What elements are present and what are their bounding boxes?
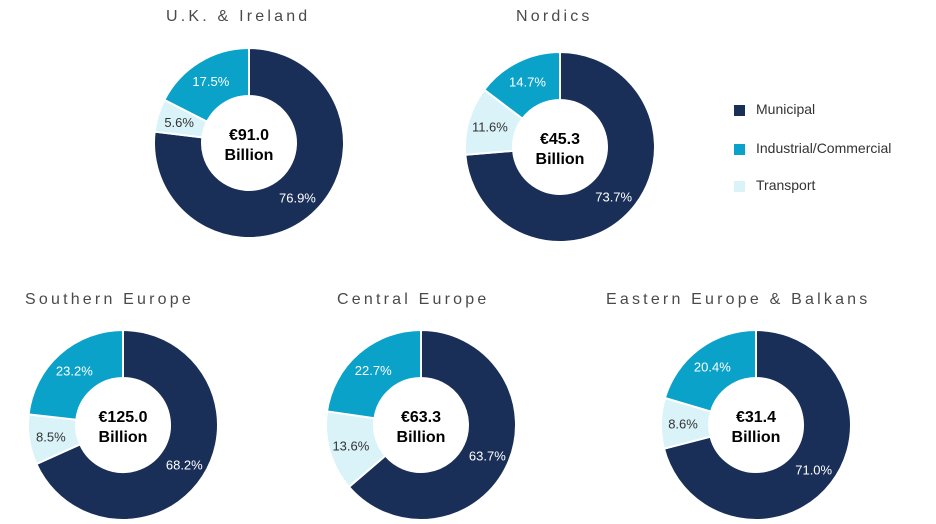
- chart-title-nordics: Nordics: [516, 8, 593, 25]
- slice-label-nordics-transport: 11.6%: [472, 120, 508, 135]
- center-unit-southern-europe: Billion: [99, 429, 148, 446]
- legend-label-transport: Transport: [756, 177, 816, 193]
- slice-central-europe-municipal: [347, 328, 517, 521]
- donut-uk-ireland: 76.9% 5.6% 17.5% €91.0 Billion: [153, 46, 345, 239]
- slice-label-central-europe-transport: 13.6%: [332, 438, 369, 453]
- donut-eastern-europe-balkans: 71.0% 8.6% 20.4% €31.4 Billion: [660, 328, 852, 521]
- center-value-nordics: €45.3: [540, 131, 580, 148]
- center-value-uk-ireland: €91.0: [229, 127, 269, 144]
- slice-label-southern-europe-industrial-commercial: 23.2%: [56, 364, 93, 379]
- slice-label-eastern-europe-balkans-municipal: 71.0%: [795, 463, 832, 478]
- slice-uk-ireland-industrial-commercial: [163, 46, 250, 124]
- legend-swatch-industrial-commercial: [734, 144, 745, 155]
- slice-label-nordics-industrial-commercial: 14.7%: [509, 75, 546, 90]
- slice-nordics-industrial-commercial: [482, 50, 561, 121]
- legend-swatch-transport: [734, 181, 745, 192]
- donut-nordics: 73.7% 11.6% 14.7% €45.3 Billion: [464, 50, 656, 243]
- donut-southern-europe: 68.2% 8.5% 23.2% €125.0 Billion: [27, 328, 219, 521]
- slice-label-eastern-europe-balkans-industrial-commercial: 20.4%: [694, 359, 731, 374]
- slice-label-uk-ireland-municipal: 76.9%: [279, 191, 316, 206]
- legend-label-municipal: Municipal: [756, 101, 816, 117]
- center-unit-eastern-europe-balkans: Billion: [732, 429, 781, 446]
- slice-central-europe-industrial-commercial: [325, 328, 422, 420]
- legend-swatch-municipal: [734, 105, 745, 116]
- chart-title-central-europe: Central Europe: [337, 291, 490, 308]
- slice-label-eastern-europe-balkans-transport: 8.6%: [668, 417, 698, 432]
- center-unit-central-europe: Billion: [397, 429, 446, 446]
- slice-label-central-europe-municipal: 63.7%: [469, 448, 506, 463]
- center-unit-uk-ireland: Billion: [225, 147, 274, 164]
- slice-nordics-municipal: [464, 50, 656, 243]
- legend-label-industrial-commercial: Industrial/Commercial: [756, 140, 892, 156]
- slice-eastern-europe-balkans-industrial-commercial: [663, 328, 757, 413]
- slice-label-southern-europe-transport: 8.5%: [36, 429, 66, 444]
- donut-central-europe: 63.7% 13.6% 22.7% €63.3 Billion: [325, 328, 517, 521]
- center-value-eastern-europe-balkans: €31.4: [736, 409, 776, 426]
- slice-label-nordics-municipal: 73.7%: [595, 189, 632, 204]
- chart-title-southern-europe: Southern Europe: [25, 291, 194, 308]
- slice-southern-europe-municipal: [35, 328, 219, 521]
- center-value-southern-europe: €125.0: [99, 409, 148, 426]
- slice-uk-ireland-municipal: [153, 46, 345, 239]
- chart-title-uk-ireland: U.K. & Ireland: [166, 8, 311, 25]
- slice-label-central-europe-industrial-commercial: 22.7%: [355, 363, 392, 378]
- center-unit-nordics: Billion: [536, 151, 585, 168]
- slice-eastern-europe-balkans-municipal: [662, 328, 852, 521]
- chart-title-eastern-europe-balkans: Eastern Europe & Balkans: [606, 291, 871, 308]
- slice-label-southern-europe-municipal: 68.2%: [166, 458, 203, 473]
- slice-label-uk-ireland-industrial-commercial: 17.5%: [192, 74, 229, 89]
- slice-southern-europe-industrial-commercial: [27, 328, 124, 421]
- center-value-central-europe: €63.3: [401, 409, 441, 426]
- slice-label-uk-ireland-transport: 5.6%: [164, 115, 194, 130]
